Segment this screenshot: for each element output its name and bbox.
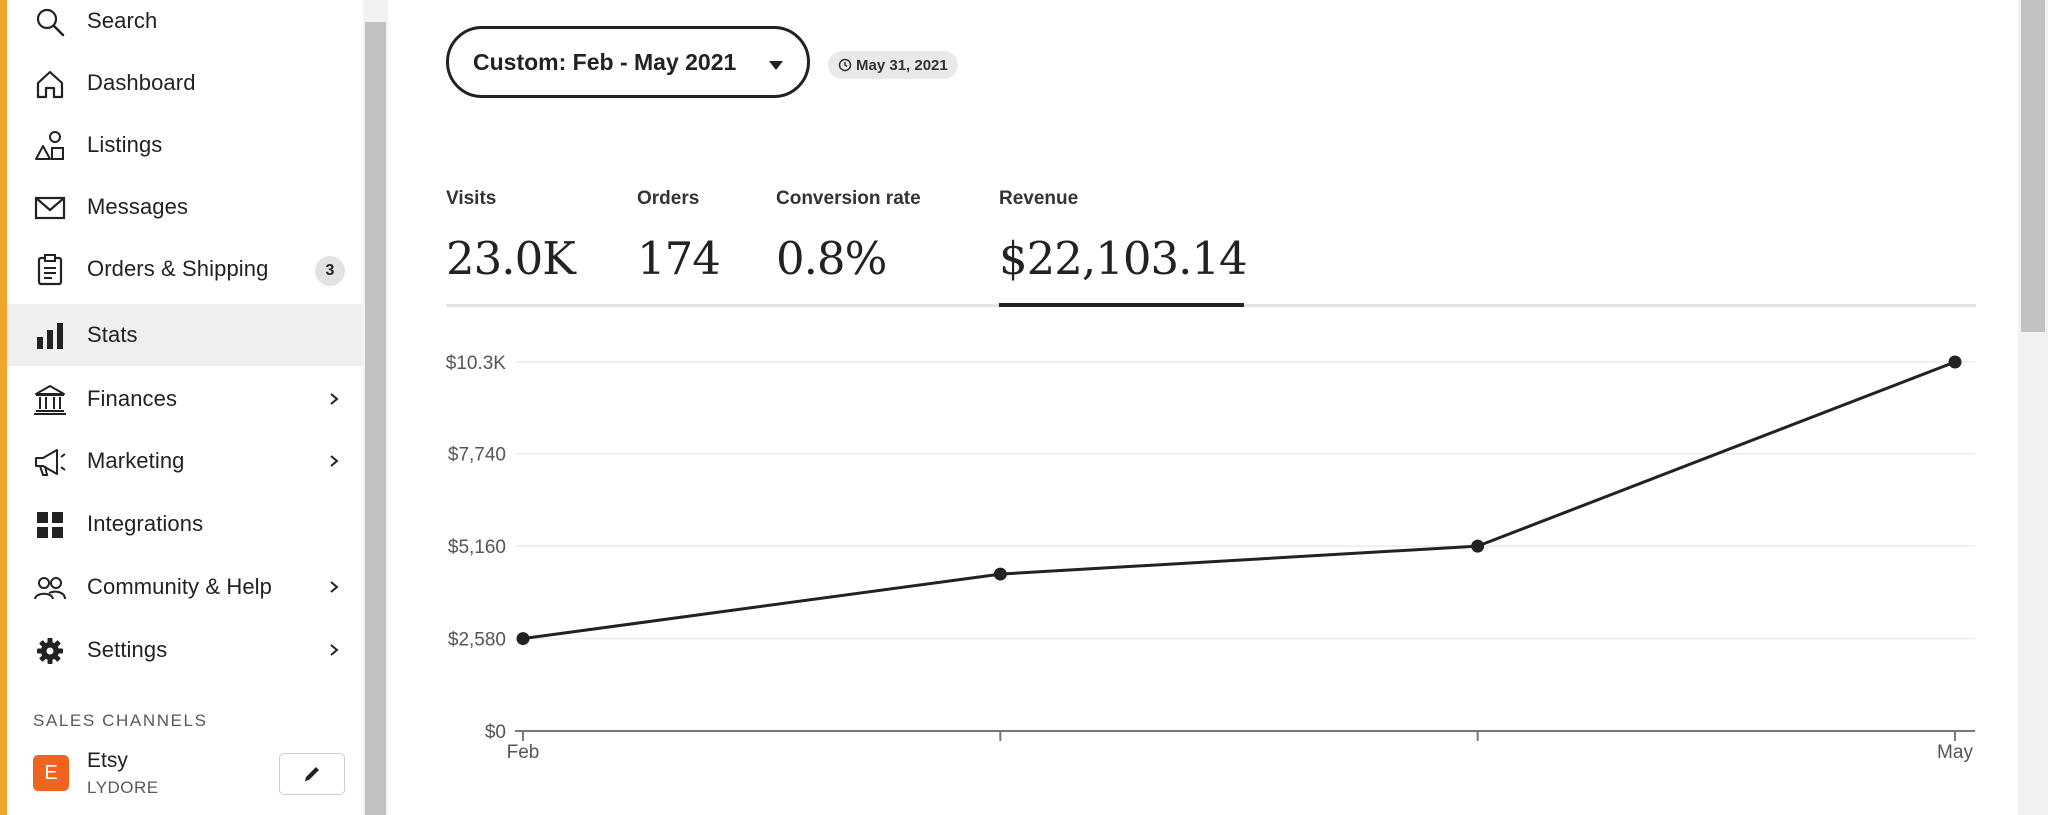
- channel-name[interactable]: Etsy: [87, 749, 128, 772]
- caret-down-icon: [769, 61, 783, 70]
- revenue-data-point: [516, 632, 530, 646]
- sidebar-item-label: Integrations: [87, 511, 204, 536]
- sidebar-item-finances[interactable]: Finances: [7, 368, 363, 430]
- metric-label: Visits: [446, 188, 497, 209]
- y-tick-label: $0: [485, 722, 506, 743]
- people-icon: [33, 571, 67, 605]
- sidebar-item-label: Finances: [87, 386, 178, 411]
- sidebar-item-label: Search: [87, 8, 158, 33]
- gear-icon: [33, 634, 67, 668]
- edit-channel-button[interactable]: [279, 753, 345, 795]
- y-tick-label: $10.3K: [446, 353, 507, 374]
- clipboard-icon: [33, 253, 67, 287]
- revenue-data-point: [1948, 355, 1962, 369]
- bar-chart-icon: [33, 319, 67, 353]
- sidebar-item-label: Settings: [87, 637, 168, 662]
- metric-orders[interactable]: Orders 174: [637, 188, 721, 285]
- chevron-right-icon: [330, 455, 339, 467]
- active-metric-underline: [999, 303, 1244, 307]
- sidebar-item-label: Orders & Shipping: [87, 256, 269, 281]
- sidebar-item-marketing[interactable]: Marketing: [7, 430, 363, 492]
- metric-label: Orders: [637, 188, 700, 209]
- last-updated-date: May 31, 2021: [856, 56, 948, 74]
- sidebar-item-label: Dashboard: [87, 70, 196, 95]
- sidebar-item-dashboard[interactable]: Dashboard: [7, 52, 363, 114]
- channel-shop-name: LYDORE: [87, 778, 159, 797]
- sidebar-item-label: Community & Help: [87, 574, 272, 599]
- metric-value: 23.0K: [446, 232, 576, 285]
- metric-value: 0.8%: [776, 232, 887, 285]
- home-icon: [33, 67, 67, 101]
- revenue-data-point: [1471, 539, 1485, 553]
- chevron-right-icon: [330, 644, 339, 656]
- last-updated-badge: May 31, 2021: [828, 51, 958, 79]
- metric-visits[interactable]: Visits 23.0K: [446, 188, 576, 285]
- metric-label: Conversion rate: [776, 188, 921, 209]
- megaphone-icon: [33, 445, 67, 479]
- sales-channels-heading: SALES CHANNELS: [33, 711, 208, 730]
- revenue-line-chart: $0 $2,580 $5,160 $7,740 $10.3K Feb May: [446, 353, 1975, 763]
- y-tick-label: $2,580: [448, 630, 506, 651]
- revenue-series-line: [522, 360, 1956, 641]
- chevron-right-icon: [330, 393, 339, 405]
- envelope-icon: [33, 191, 67, 225]
- y-tick-label: $5,160: [448, 537, 506, 558]
- stats-main: Custom: Feb - May 2021 May 31, 2021 Visi…: [388, 0, 2018, 815]
- main-scrollbar-thumb[interactable]: [2021, 0, 2045, 332]
- bank-icon: [33, 383, 67, 417]
- chevron-right-icon: [330, 581, 339, 593]
- pencil-icon: [305, 767, 319, 781]
- shapes-icon: [33, 129, 67, 163]
- metric-conversion-rate[interactable]: Conversion rate 0.8%: [776, 188, 921, 285]
- sidebar-item-messages[interactable]: Messages: [7, 176, 363, 238]
- sidebar-item-label: Listings: [87, 132, 163, 157]
- sidebar: Search Dashboard Listings Messages Order…: [7, 0, 363, 815]
- x-tick-label: Feb: [507, 742, 540, 763]
- revenue-data-point: [993, 567, 1007, 581]
- sidebar-scrollbar-thumb[interactable]: [365, 22, 386, 815]
- sidebar-item-label: Messages: [87, 194, 189, 219]
- y-tick-label: $7,740: [448, 445, 506, 466]
- x-tick-label: May: [1937, 742, 1973, 763]
- search-icon: [33, 5, 67, 39]
- accent-bar: [0, 0, 7, 815]
- sidebar-item-community-help[interactable]: Community & Help: [7, 556, 363, 618]
- metric-value: $22,103.14: [999, 232, 1248, 285]
- sidebar-item-settings[interactable]: Settings: [7, 619, 363, 681]
- grid-icon: [33, 508, 67, 542]
- etsy-channel-avatar: E: [33, 755, 69, 791]
- sidebar-item-orders-shipping[interactable]: Orders & Shipping 3: [7, 238, 363, 300]
- metric-label: Revenue: [999, 188, 1079, 209]
- orders-count-badge: 3: [315, 256, 345, 286]
- sidebar-item-label: Stats: [87, 322, 138, 347]
- sidebar-item-label: Marketing: [87, 448, 185, 473]
- sidebar-item-search[interactable]: Search: [7, 0, 363, 52]
- metric-value: 174: [637, 232, 721, 285]
- clock-icon: [838, 58, 852, 72]
- date-range-label: Custom: Feb - May 2021: [473, 48, 737, 75]
- sidebar-item-stats[interactable]: Stats: [7, 304, 363, 366]
- sidebar-item-listings[interactable]: Listings: [7, 114, 363, 176]
- metric-revenue[interactable]: Revenue $22,103.14: [999, 188, 1248, 285]
- sidebar-item-integrations[interactable]: Integrations: [7, 493, 363, 555]
- date-range-dropdown[interactable]: Custom: Feb - May 2021: [446, 26, 810, 98]
